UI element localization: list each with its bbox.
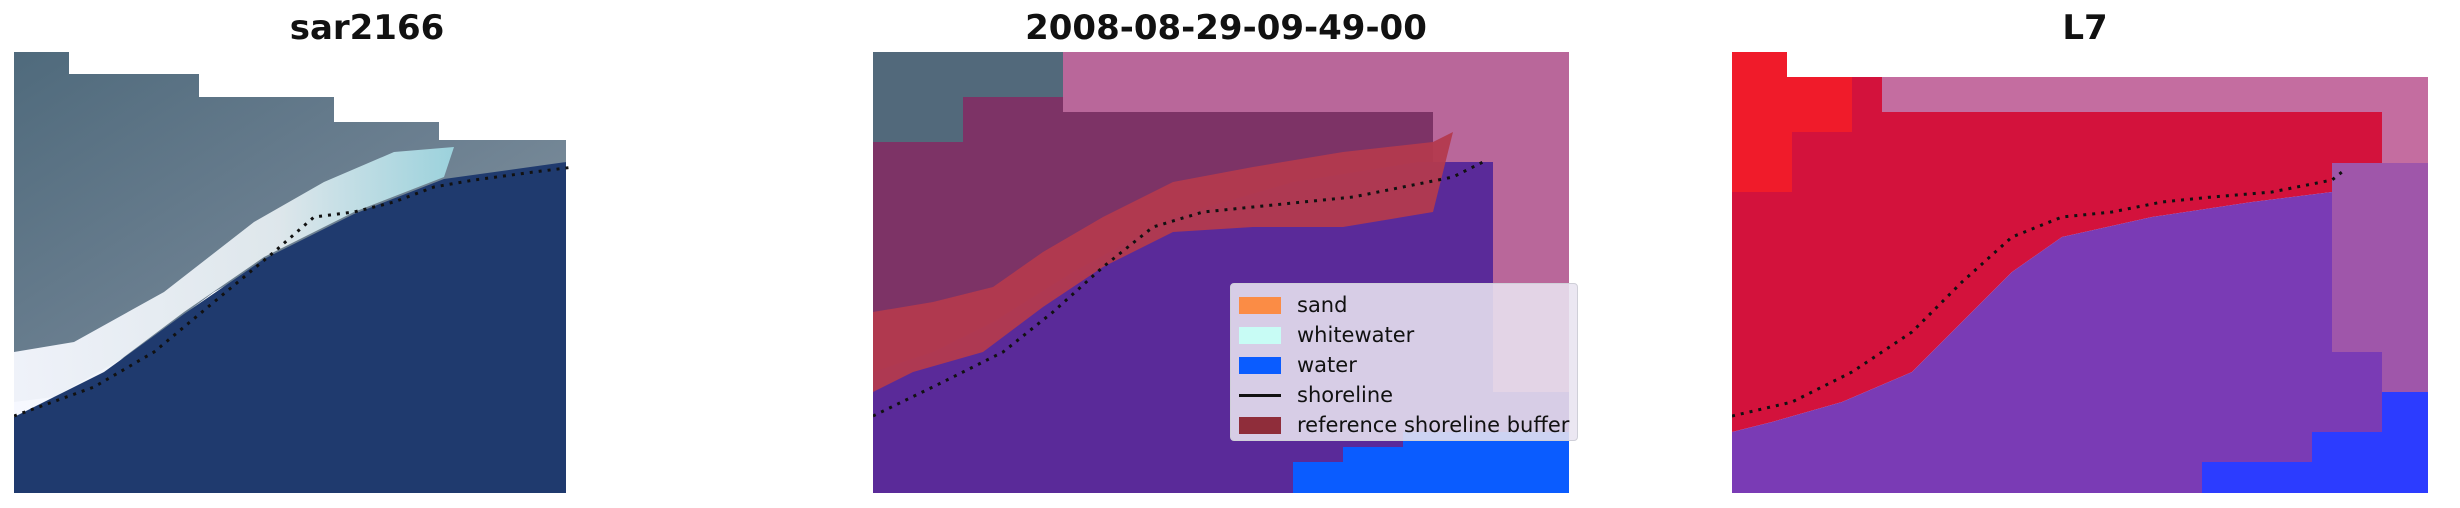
legend-label: whitewater [1297,323,1415,347]
shoreline-line-2 [873,160,1484,418]
legend-line-shoreline [1239,393,1281,397]
legend-item-buffer: reference shoreline buffer [1239,410,1569,440]
shoreline-line-3 [1732,170,2343,418]
legend-item-whitewater: whitewater [1239,320,1569,350]
legend: sand whitewater water shoreline referenc… [1230,283,1578,441]
legend-swatch-water [1239,356,1281,374]
legend-swatch-buffer [1239,416,1281,434]
index-image [1732,52,2438,493]
panel-title-3: L7 [2062,8,2108,48]
legend-label: reference shoreline buffer [1297,413,1570,437]
satellite-image-panel [14,52,720,493]
reference-shoreline-buffer [873,132,1453,392]
legend-item-sand: sand [1239,290,1569,320]
panel-title-1: sar2166 [289,8,445,48]
legend-label: shoreline [1297,383,1394,407]
satellite-image [14,52,720,493]
legend-item-water: water [1239,350,1569,380]
index-image-panel [1732,52,2438,493]
panel-title-2: 2008-08-29-09-49-00 [1025,8,1427,48]
legend-swatch-whitewater [1239,326,1281,344]
legend-item-shoreline: shoreline [1239,380,1569,410]
legend-swatch-sand [1239,296,1281,314]
legend-label: water [1297,353,1357,377]
legend-label: sand [1297,293,1348,317]
